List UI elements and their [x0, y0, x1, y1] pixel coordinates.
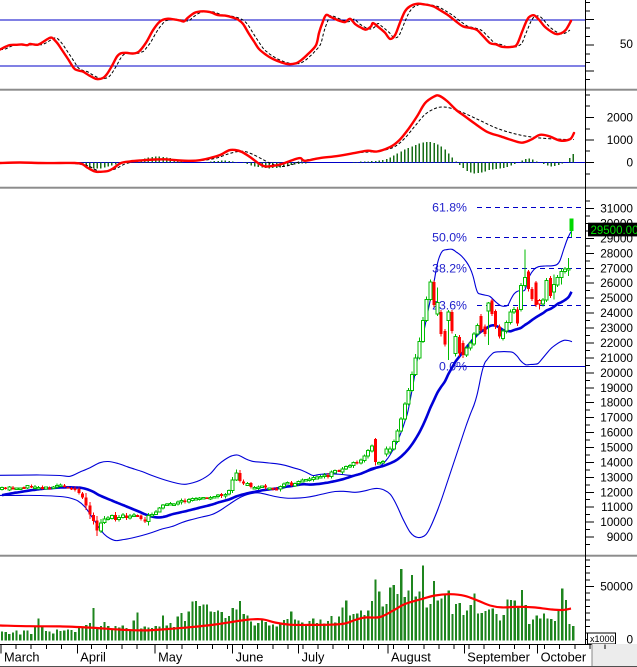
- svg-text:50: 50: [620, 37, 634, 51]
- svg-text:April: April: [80, 650, 106, 665]
- svg-text:0: 0: [626, 156, 633, 170]
- svg-text:22000: 22000: [600, 336, 633, 350]
- svg-text:18000: 18000: [600, 396, 633, 410]
- svg-text:17000: 17000: [600, 411, 633, 425]
- svg-text:19000: 19000: [600, 381, 633, 395]
- svg-text:27000: 27000: [600, 261, 633, 275]
- svg-text:16000: 16000: [600, 426, 633, 440]
- svg-text:20000: 20000: [600, 366, 633, 380]
- svg-text:x1000: x1000: [590, 634, 615, 644]
- svg-text:23.6%: 23.6%: [432, 299, 467, 313]
- svg-text:25000: 25000: [600, 291, 633, 305]
- svg-text:9000: 9000: [607, 530, 634, 544]
- svg-text:March: March: [4, 650, 40, 665]
- svg-text:50.0%: 50.0%: [432, 231, 467, 245]
- svg-text:11000: 11000: [601, 500, 633, 514]
- svg-text:October: October: [541, 650, 587, 665]
- svg-text:38.2%: 38.2%: [432, 262, 467, 276]
- svg-text:13000: 13000: [600, 470, 633, 484]
- svg-text:10000: 10000: [600, 515, 633, 529]
- svg-text:2000: 2000: [607, 111, 634, 125]
- svg-text:61.8%: 61.8%: [432, 201, 467, 215]
- svg-text:24000: 24000: [600, 306, 633, 320]
- svg-text:15000: 15000: [600, 441, 633, 455]
- svg-text:23000: 23000: [600, 321, 633, 335]
- svg-text:26000: 26000: [600, 276, 633, 290]
- svg-text:September: September: [467, 650, 530, 665]
- svg-text:14000: 14000: [600, 455, 633, 469]
- svg-text:50000: 50000: [600, 580, 633, 594]
- svg-text:29500.00: 29500.00: [591, 225, 637, 237]
- svg-text:June: June: [236, 650, 264, 665]
- svg-text:1000: 1000: [607, 133, 634, 147]
- svg-text:May: May: [158, 650, 183, 665]
- svg-text:31000: 31000: [600, 202, 633, 216]
- svg-text:July: July: [302, 650, 325, 665]
- svg-text:0: 0: [626, 633, 633, 647]
- svg-text:28000: 28000: [600, 246, 633, 260]
- svg-text:21000: 21000: [600, 351, 633, 365]
- svg-text:12000: 12000: [600, 485, 633, 499]
- svg-text:August: August: [391, 650, 431, 665]
